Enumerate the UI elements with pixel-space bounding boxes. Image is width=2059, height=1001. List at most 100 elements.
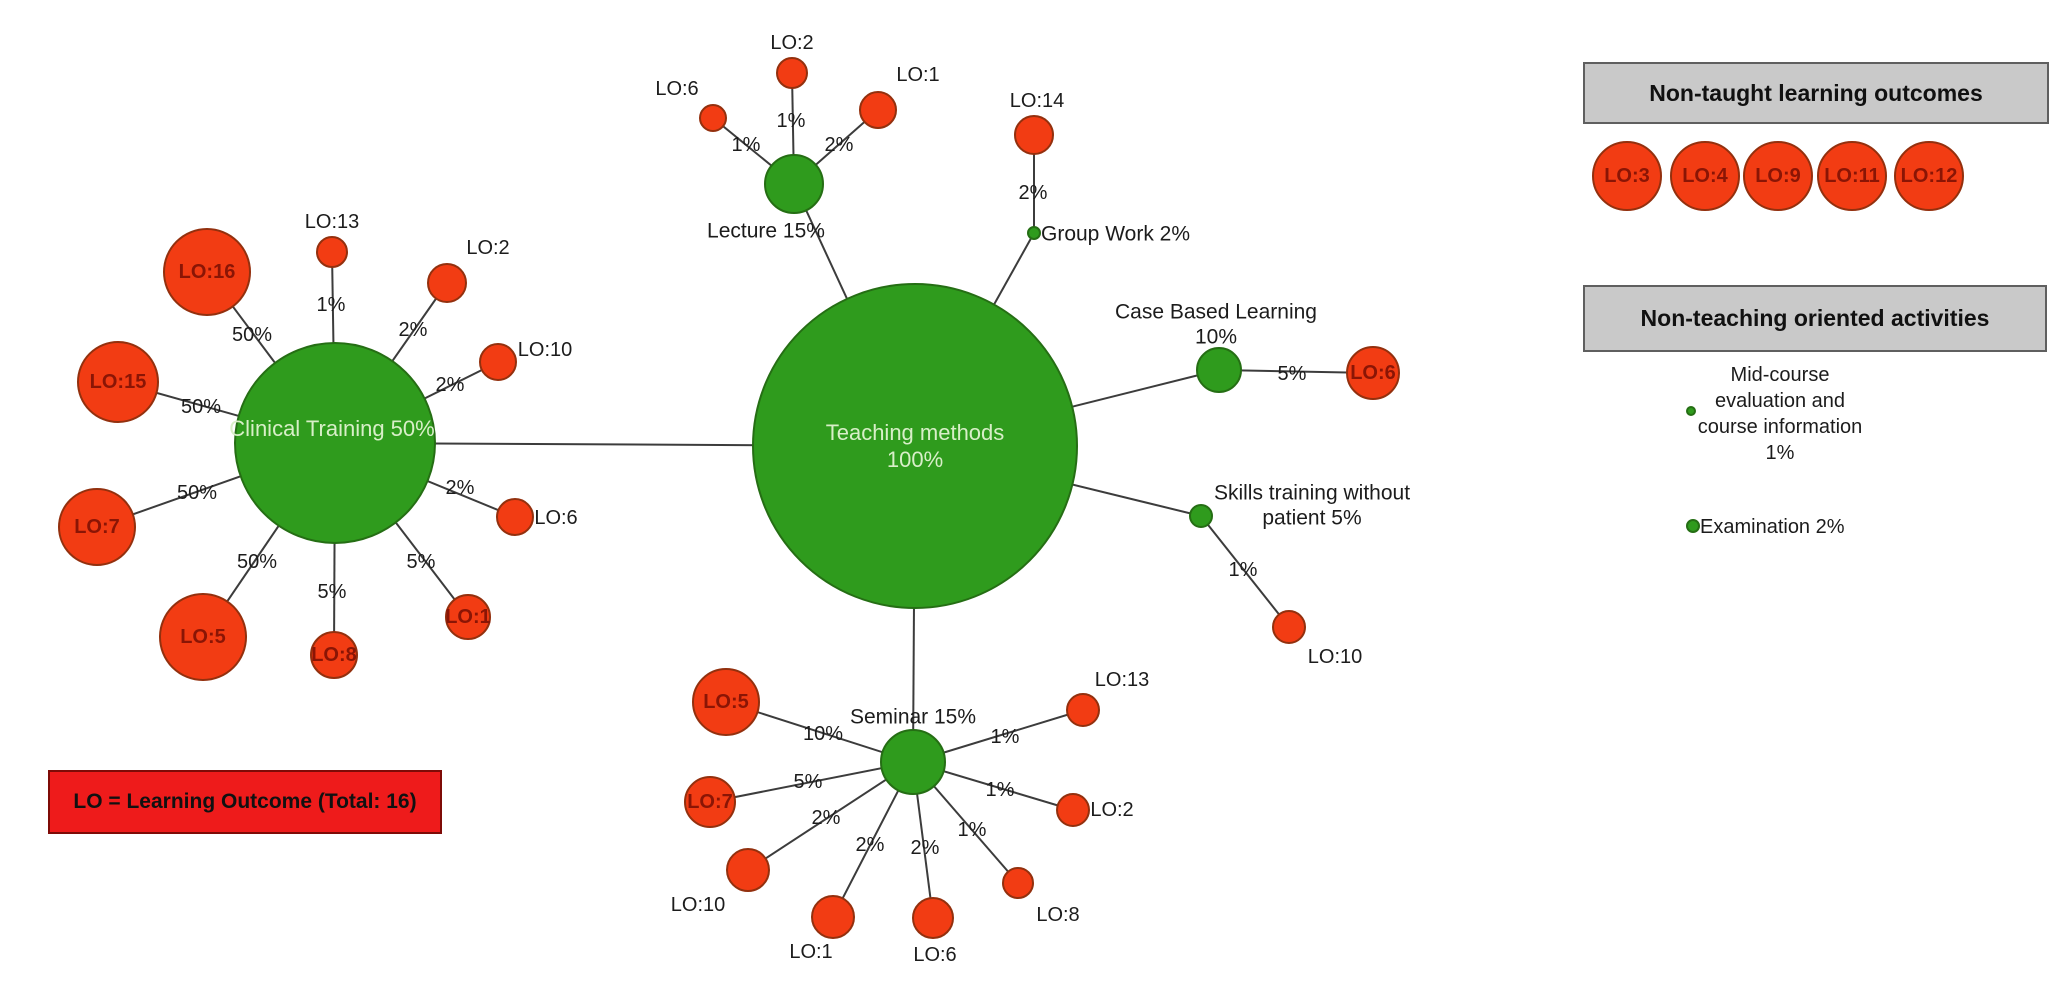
label-10: 10%	[802, 723, 844, 745]
label-2: 2%	[445, 477, 475, 499]
label-lo-15: LO:15	[89, 371, 147, 393]
node-clinical-lo2	[427, 263, 467, 303]
label-lo-7: LO:7	[687, 791, 733, 813]
node-case-based-learning	[1196, 347, 1242, 393]
node-midcourse-dot	[1686, 406, 1696, 416]
node-clinical-lo13	[316, 236, 348, 268]
label-lo-6: LO:6	[534, 507, 578, 529]
label-lo-12: LO:12	[1900, 165, 1958, 187]
label-lo-14: LO:14	[1009, 90, 1065, 112]
label-lo-2: LO:2	[466, 237, 510, 259]
node-seminar-lo6	[912, 897, 954, 939]
node-seminar-lo5	[692, 668, 760, 736]
label-lecture-15: Lecture 15%	[707, 219, 825, 243]
label-case-based-learning: Case Based Learning	[1115, 300, 1317, 324]
label-lo-1: LO:1	[789, 941, 833, 963]
label-lo-6: LO:6	[655, 78, 699, 100]
label-lo-1: LO:1	[445, 606, 491, 628]
label-lo-1: LO:1	[896, 64, 940, 86]
node-clinical-lo7	[58, 488, 136, 566]
label-5: 5%	[317, 581, 347, 603]
label-50: 50%	[176, 482, 218, 504]
node-clinical-lo1	[445, 594, 491, 640]
label-course-information: course information	[1697, 416, 1863, 438]
node-examination-dot	[1686, 519, 1700, 533]
label-5: 5%	[1277, 363, 1307, 385]
legend-box: LO = Learning Outcome (Total: 16)	[48, 770, 442, 834]
label-lo-4: LO:4	[1682, 165, 1728, 187]
node-skills-training	[1189, 504, 1213, 528]
label-2: 2%	[435, 374, 465, 396]
label-10: 10%	[1194, 325, 1238, 349]
label-patient-5: patient 5%	[1262, 506, 1362, 530]
node-panel-lo12	[1894, 141, 1964, 211]
non-teaching-header: Non-teaching oriented activities	[1583, 285, 2047, 352]
label-2: 2%	[811, 807, 841, 829]
label-clinical-training-50: Clinical Training 50%	[229, 415, 435, 441]
node-clinical-lo5	[159, 593, 247, 681]
label-evaluation-and: evaluation and	[1714, 390, 1846, 412]
label-50: 50%	[236, 551, 278, 573]
label-lo-10: LO:10	[1307, 646, 1363, 668]
node-groupwork-lo14	[1014, 115, 1054, 155]
node-seminar-lo1	[811, 895, 855, 939]
node-seminar-lo7	[684, 776, 736, 828]
node-clinical-lo16	[163, 228, 251, 316]
label-lo-7: LO:7	[74, 516, 120, 538]
edge-seminar--seminar-lo7	[709, 761, 914, 803]
node-clinical-lo15	[77, 341, 159, 423]
label-lo-8: LO:8	[1036, 904, 1080, 926]
node-lecture-lo1	[859, 91, 897, 129]
node-clinical-lo6	[496, 498, 534, 536]
node-seminar-lo10	[726, 848, 770, 892]
node-panel-lo3	[1592, 141, 1662, 211]
label-teaching-methods: Teaching methods	[825, 419, 1005, 445]
label-lo-6: LO:6	[913, 944, 957, 966]
label-lo-5: LO:5	[180, 626, 226, 648]
label-lo-9: LO:9	[1755, 165, 1801, 187]
label-1: 1%	[985, 779, 1015, 801]
label-2: 2%	[398, 319, 428, 341]
label-5: 5%	[406, 551, 436, 573]
label-lo-2: LO:2	[770, 32, 814, 54]
label-100: 100%	[886, 446, 944, 472]
label-group-work-2: Group Work 2%	[1041, 222, 1190, 246]
node-panel-lo9	[1743, 141, 1813, 211]
label-lo-10: LO:10	[670, 894, 726, 916]
edge-skills-training--skills-lo10	[1200, 515, 1290, 628]
label-lo-16: LO:16	[178, 261, 236, 283]
label-1: 1%	[731, 134, 761, 156]
label-lo-2: LO:2	[1090, 799, 1134, 821]
label-lo-3: LO:3	[1604, 165, 1650, 187]
node-lecture-lo2	[776, 57, 808, 89]
label-2: 2%	[855, 834, 885, 856]
node-clinical-lo10	[479, 343, 517, 381]
label-mid-course: Mid-course	[1730, 364, 1830, 386]
label-1: 1%	[316, 294, 346, 316]
node-group-work	[1027, 226, 1041, 240]
label-seminar-15: Seminar 15%	[849, 705, 977, 729]
label-1: 1%	[990, 726, 1020, 748]
node-seminar-lo13	[1066, 693, 1100, 727]
node-panel-lo11	[1817, 141, 1887, 211]
non-taught-header: Non-taught learning outcomes	[1583, 62, 2049, 124]
label-lo-13: LO:13	[1094, 669, 1150, 691]
label-1: 1%	[1228, 559, 1258, 581]
label-lo-5: LO:5	[703, 691, 749, 713]
label-1: 1%	[957, 819, 987, 841]
node-seminar	[880, 729, 946, 795]
label-50: 50%	[231, 324, 273, 346]
node-panel-lo4	[1670, 141, 1740, 211]
label-1: 1%	[776, 110, 806, 132]
label-lo-6: LO:6	[1350, 362, 1396, 384]
label-skills-training-without: Skills training without	[1213, 481, 1411, 505]
node-seminar-lo8	[1002, 867, 1034, 899]
node-lecture-lo6	[699, 104, 727, 132]
label-examination-2: Examination 2%	[1700, 516, 1845, 538]
label-2: 2%	[824, 134, 854, 156]
node-clinical-lo8	[310, 631, 358, 679]
node-clinical-training	[234, 342, 436, 544]
